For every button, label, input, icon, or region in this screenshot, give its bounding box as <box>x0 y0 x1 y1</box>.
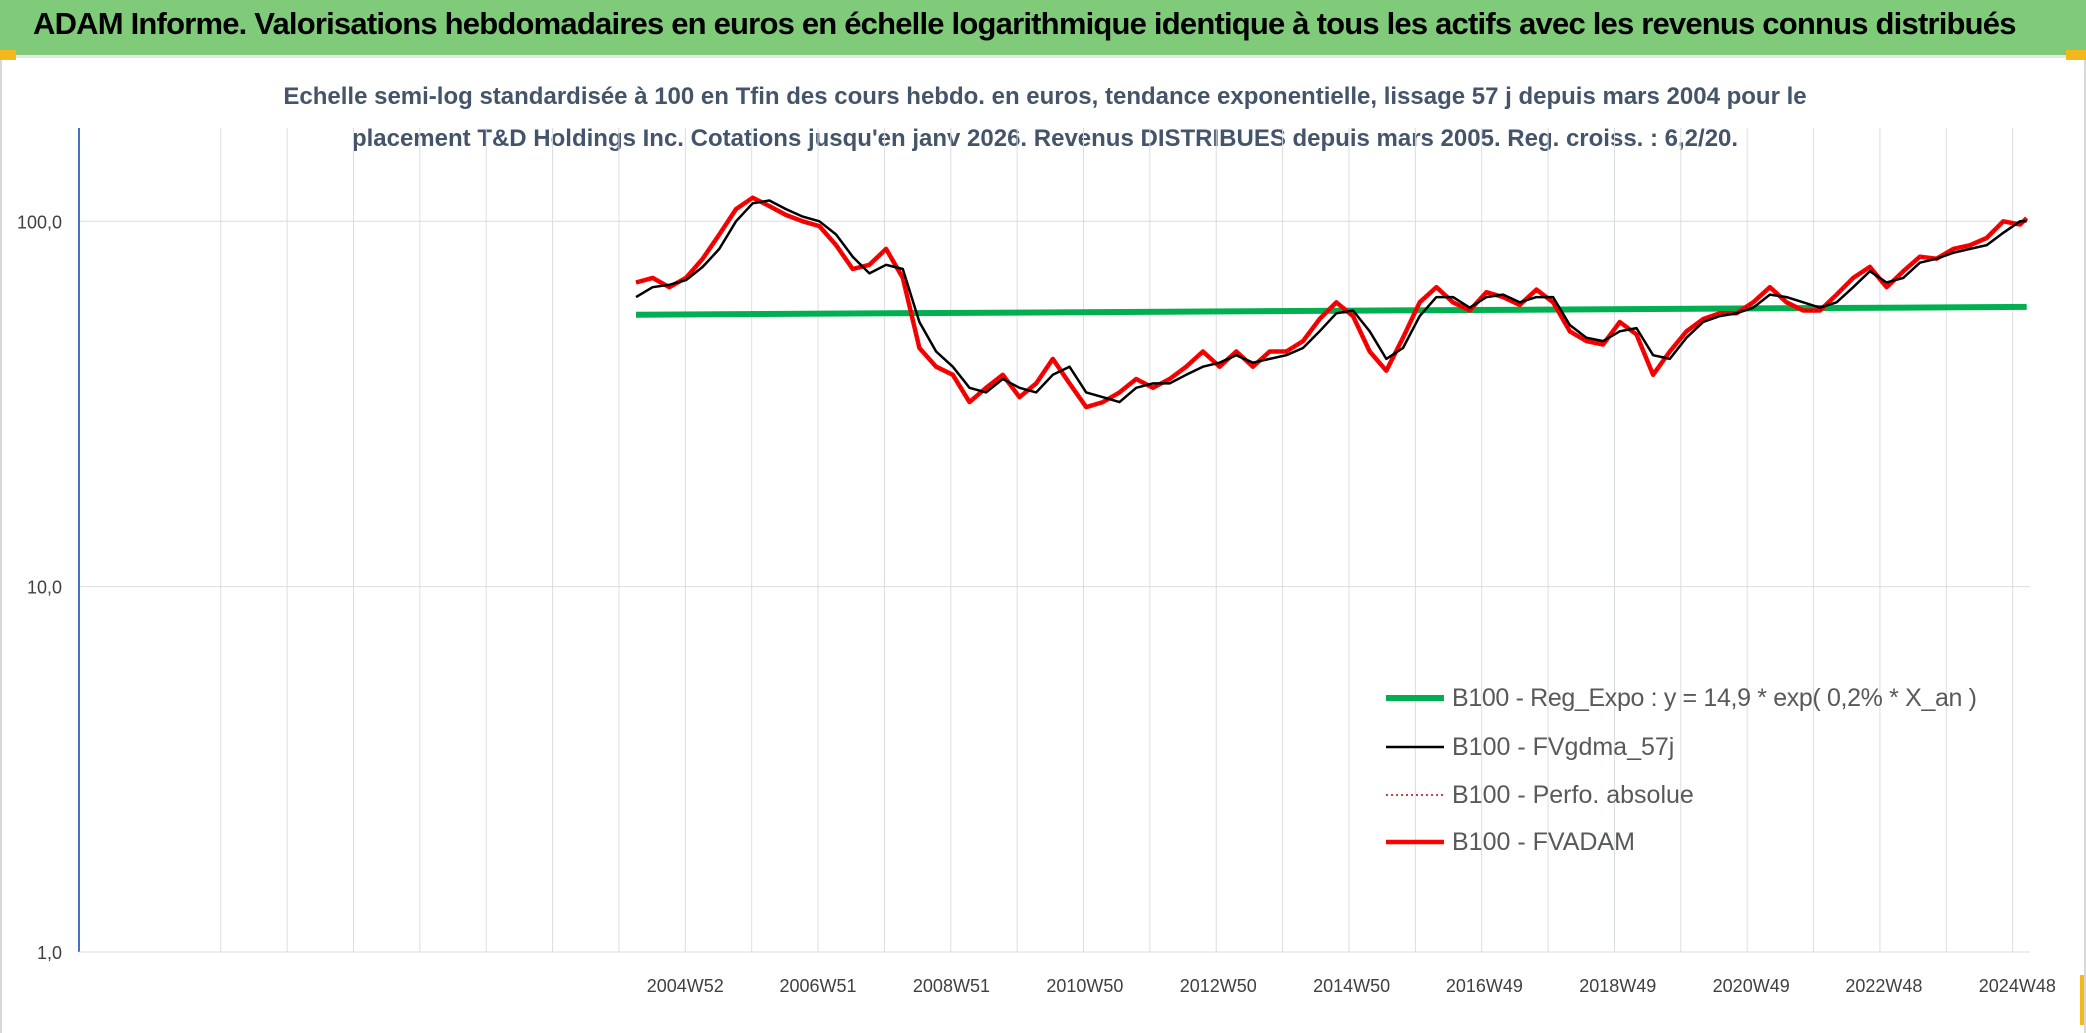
legend-label: B100 - FVgdma_57j <box>1452 733 1674 761</box>
series-line-1 <box>635 199 2027 404</box>
chart-canvas: Echelle semi-log standardisée à 100 en T… <box>17 83 2056 996</box>
x-tick-label: 2020W49 <box>1713 976 1790 996</box>
chart-title-line-2: placement T&D Holdings Inc. Cotations ju… <box>352 125 1738 152</box>
legend-label: B100 - Perfo. absolue <box>1452 781 1694 809</box>
y-tick-label: 1,0 <box>37 943 62 963</box>
header-bar: ADAM Informe. Valorisations hebdomadaire… <box>0 0 2086 58</box>
x-tick-label: 2016W49 <box>1446 976 1523 996</box>
legend-label: B100 - FVADAM <box>1452 828 1635 856</box>
corner-marker-left <box>0 50 16 60</box>
legend: B100 - Reg_Expo : y = 14,9 * exp( 0,2% *… <box>1386 684 1977 856</box>
y-tick-label: 100,0 <box>17 212 62 232</box>
x-tick-label: 2008W51 <box>913 976 990 996</box>
x-tick-label: 2010W50 <box>1046 976 1123 996</box>
gridlines <box>79 128 2030 953</box>
chart-frame: Echelle semi-log standardisée à 100 en T… <box>0 60 2086 1033</box>
corner-marker-bottom-right <box>2080 975 2086 1025</box>
legend-label: B100 - Reg_Expo : y = 14,9 * exp( 0,2% *… <box>1452 684 1977 712</box>
y-tick-label: 10,0 <box>27 578 62 598</box>
series-line-3 <box>635 195 2029 410</box>
x-tick-label: 2006W51 <box>780 976 857 996</box>
page-title: ADAM Informe. Valorisations hebdomadaire… <box>33 6 2017 41</box>
x-tick-label: 2018W49 <box>1579 976 1656 996</box>
series-lines <box>635 195 2029 410</box>
x-tick-label: 2024W48 <box>1979 976 2056 996</box>
corner-marker-right <box>2066 50 2086 60</box>
x-tick-label: 2014W50 <box>1313 976 1390 996</box>
x-tick-label: 2004W52 <box>647 976 724 996</box>
series-line-2 <box>635 196 2028 408</box>
x-tick-label: 2022W48 <box>1845 976 1922 996</box>
x-tick-label: 2012W50 <box>1180 976 1257 996</box>
axes: 1,0 10,0 100,0 2004W52 2006W51 2008W51 2010W50… <box>17 128 2056 996</box>
chart-title-line-1: Echelle semi-log standardisée à 100 en T… <box>283 83 1806 110</box>
